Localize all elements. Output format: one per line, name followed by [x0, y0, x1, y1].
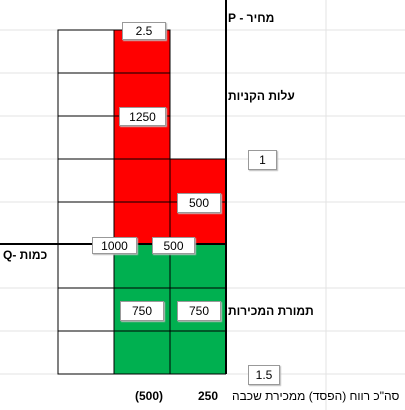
value-box: 750 — [120, 301, 164, 321]
quantity-label: כמות -Q — [3, 248, 48, 262]
summary-label: סה"כ רווח (הפסד) ממכירת שכבה — [232, 389, 400, 403]
loss-value: (500) — [135, 389, 164, 403]
value-box: 1250 — [119, 107, 166, 126]
price-label: מחיר - P — [228, 11, 275, 25]
cost-label: עלות הקניות — [228, 89, 295, 103]
value-box: 500 — [152, 237, 195, 254]
profit-value: 250 — [198, 389, 219, 403]
revenue-label: תמורת המכירות — [228, 304, 314, 318]
cost-fill — [114, 30, 170, 245]
value-box: 500 — [177, 193, 221, 213]
value-box: 750 — [177, 301, 221, 321]
value-box: 1000 — [92, 237, 137, 254]
value-box: 1 — [248, 150, 277, 170]
value-box: 2.5 — [122, 22, 166, 40]
value-box: 1.5 — [248, 365, 280, 385]
